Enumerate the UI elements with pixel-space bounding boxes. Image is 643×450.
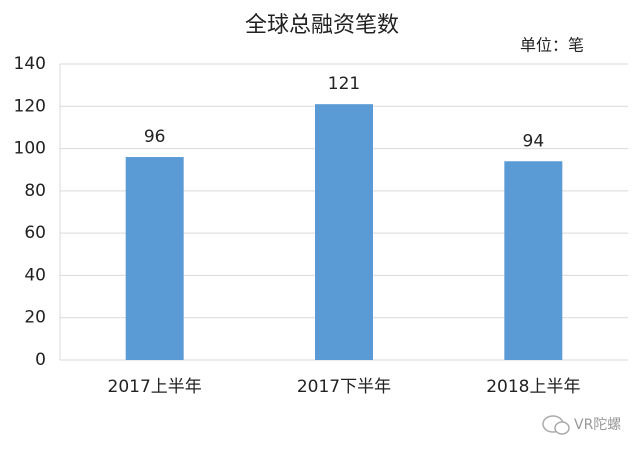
bar bbox=[315, 104, 373, 361]
y-tick-label: 0 bbox=[35, 350, 46, 370]
chart-title: 全球总融资笔数 bbox=[245, 13, 399, 38]
x-tick-label: 2018上半年 bbox=[486, 377, 580, 397]
y-tick-label: 20 bbox=[24, 308, 46, 328]
x-tick-label: 2017上半年 bbox=[108, 377, 202, 397]
bar bbox=[504, 161, 563, 360]
unit-label: 单位：笔 bbox=[520, 36, 584, 55]
watermark-icon bbox=[542, 415, 570, 435]
data-label: 94 bbox=[523, 131, 545, 151]
y-tick-label: 80 bbox=[24, 181, 46, 201]
data-label: 121 bbox=[328, 74, 360, 94]
y-tick-label: 140 bbox=[14, 54, 46, 74]
y-tick-label: 60 bbox=[24, 223, 46, 243]
y-tick-label: 40 bbox=[24, 265, 46, 285]
watermark: VR陀螺 bbox=[574, 417, 621, 433]
y-tick-label: 100 bbox=[14, 139, 46, 159]
x-tick-label: 2017下半年 bbox=[297, 377, 391, 397]
bar bbox=[125, 157, 184, 360]
data-label: 96 bbox=[144, 127, 166, 147]
y-tick-label: 120 bbox=[14, 96, 46, 116]
